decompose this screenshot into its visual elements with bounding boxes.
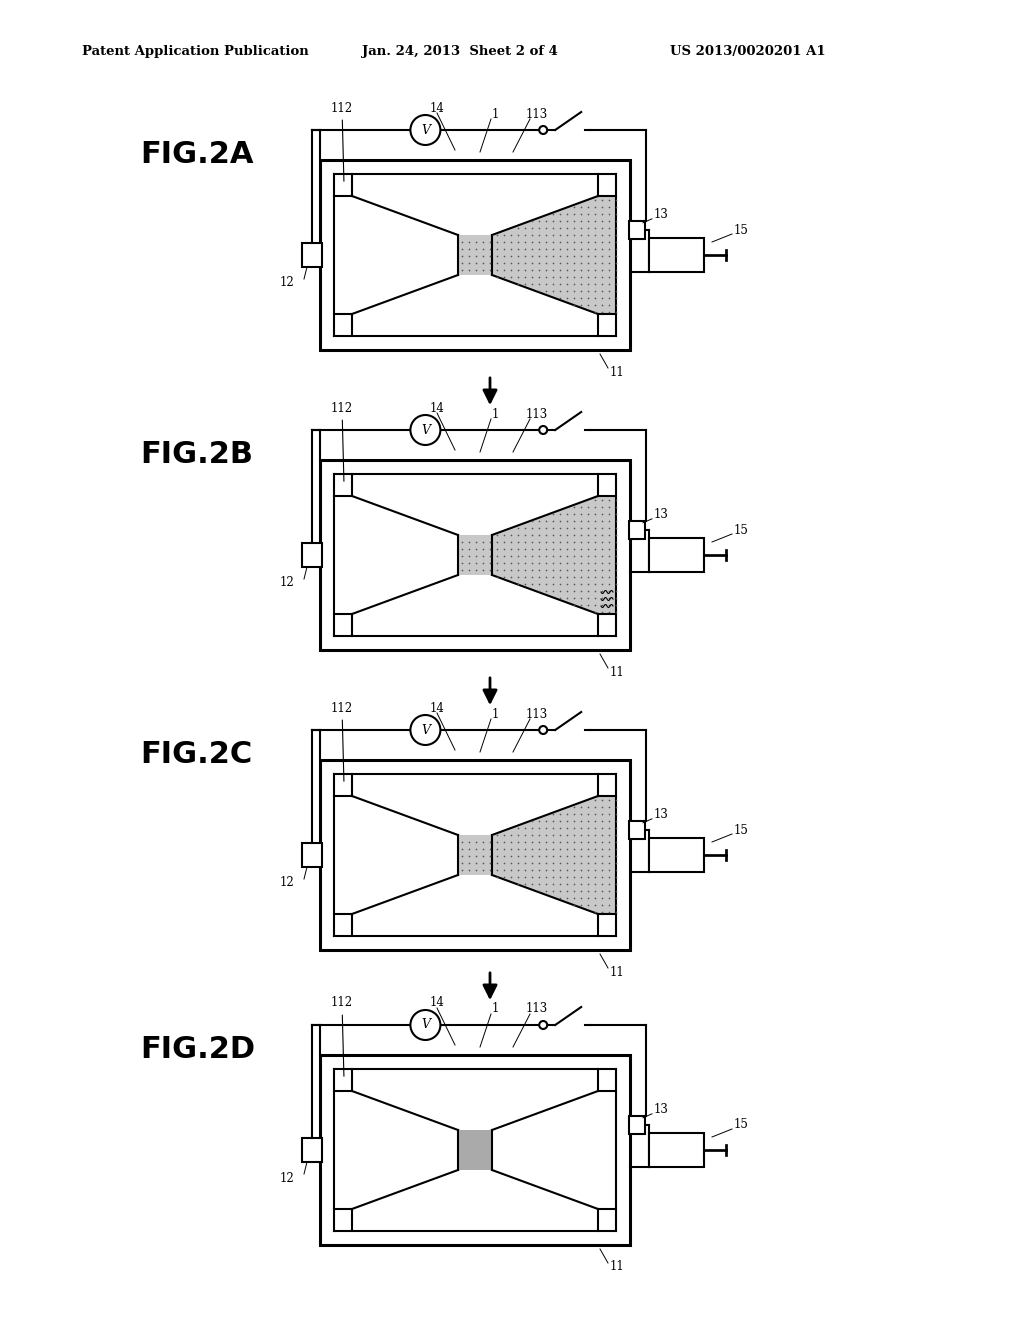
Circle shape — [540, 125, 547, 135]
Bar — [649, 838, 705, 873]
Bar — [319, 459, 630, 649]
Text: 1: 1 — [492, 1002, 499, 1015]
Bar — [629, 521, 645, 539]
Text: FIG.2D: FIG.2D — [140, 1035, 255, 1064]
Text: 14: 14 — [429, 701, 444, 714]
Text: 13: 13 — [654, 508, 669, 521]
Text: 11: 11 — [610, 665, 625, 678]
Text: 1: 1 — [492, 408, 499, 421]
Text: 13: 13 — [654, 1104, 669, 1117]
Bar — [629, 220, 645, 239]
Circle shape — [411, 1010, 440, 1040]
Text: 15: 15 — [734, 524, 749, 536]
Text: 1: 1 — [492, 708, 499, 721]
Text: Jan. 24, 2013  Sheet 2 of 4: Jan. 24, 2013 Sheet 2 of 4 — [362, 45, 558, 58]
Polygon shape — [458, 496, 616, 614]
Text: 13: 13 — [654, 808, 669, 821]
Circle shape — [540, 1020, 547, 1030]
Circle shape — [540, 726, 547, 734]
Polygon shape — [458, 195, 616, 314]
Bar — [649, 1133, 705, 1167]
Text: FIG.2A: FIG.2A — [140, 140, 254, 169]
Text: 12: 12 — [280, 876, 294, 890]
Text: 12: 12 — [280, 1172, 294, 1184]
Text: V: V — [421, 124, 430, 136]
Text: 113: 113 — [526, 708, 548, 721]
Bar — [319, 760, 630, 950]
Text: 112: 112 — [331, 997, 353, 1076]
Circle shape — [411, 414, 440, 445]
Text: Patent Application Publication: Patent Application Publication — [82, 45, 309, 58]
Circle shape — [411, 115, 440, 145]
Text: 11: 11 — [610, 965, 625, 978]
Text: 11: 11 — [610, 1261, 625, 1274]
Circle shape — [540, 426, 547, 434]
Text: V: V — [421, 424, 430, 437]
Text: V: V — [421, 1019, 430, 1031]
Text: V: V — [421, 723, 430, 737]
Text: 13: 13 — [654, 209, 669, 222]
Text: FIG.2B: FIG.2B — [140, 440, 253, 469]
Bar — [302, 243, 322, 267]
Bar — [458, 1130, 492, 1170]
Bar — [319, 160, 630, 350]
Bar — [319, 1055, 630, 1245]
Text: 112: 112 — [331, 102, 353, 181]
Text: 12: 12 — [280, 276, 294, 289]
Text: 14: 14 — [429, 401, 444, 414]
Text: 113: 113 — [526, 408, 548, 421]
Bar — [302, 843, 322, 867]
Bar — [302, 543, 322, 568]
Text: FIG.2C: FIG.2C — [140, 741, 252, 770]
Text: 14: 14 — [429, 997, 444, 1010]
Text: 113: 113 — [526, 1002, 548, 1015]
Text: 11: 11 — [610, 366, 625, 379]
Bar — [649, 238, 705, 272]
Polygon shape — [458, 796, 616, 913]
Bar — [649, 539, 705, 572]
Text: US 2013/0020201 A1: US 2013/0020201 A1 — [670, 45, 825, 58]
Text: 15: 15 — [734, 223, 749, 236]
Text: 15: 15 — [734, 824, 749, 837]
Text: 15: 15 — [734, 1118, 749, 1131]
Text: 112: 112 — [331, 701, 353, 781]
Text: 112: 112 — [331, 401, 353, 482]
Text: 14: 14 — [429, 102, 444, 115]
Text: 12: 12 — [280, 577, 294, 590]
Bar — [302, 1138, 322, 1162]
Circle shape — [411, 715, 440, 744]
Text: 113: 113 — [526, 107, 548, 120]
Text: 1: 1 — [492, 107, 499, 120]
Bar — [629, 821, 645, 838]
Bar — [629, 1115, 645, 1134]
